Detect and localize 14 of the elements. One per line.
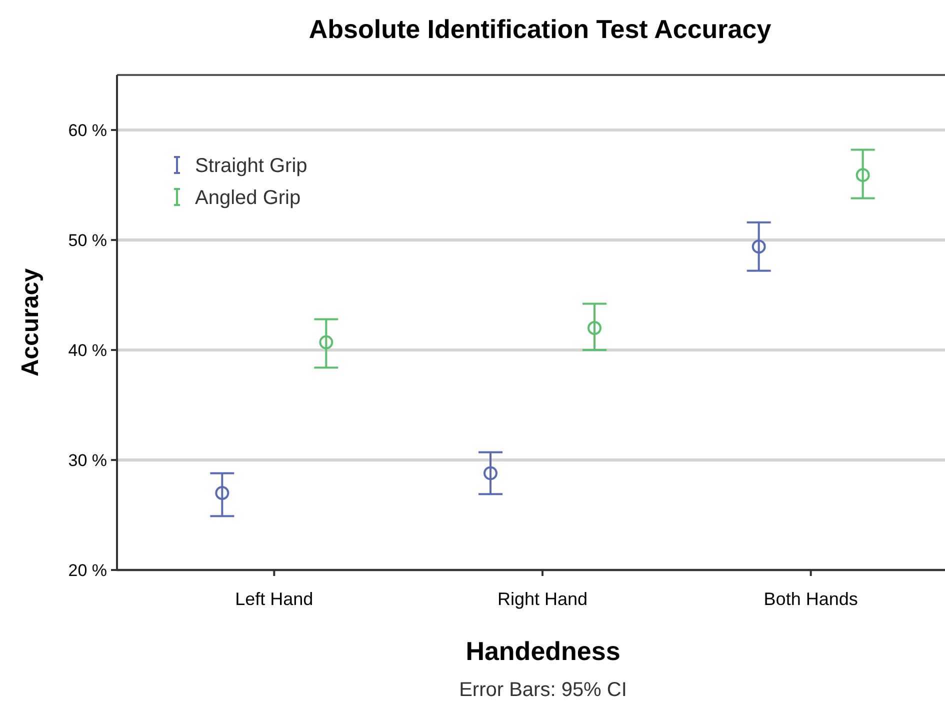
x-tick-label: Right Hand	[497, 589, 588, 609]
x-tick-label: Left Hand	[235, 589, 314, 609]
y-tick-label: 50 %	[68, 230, 107, 250]
y-axis-title: Accuracy	[17, 268, 44, 377]
y-tick-label: 20 %	[68, 560, 107, 580]
legend-label: Angled Grip	[195, 187, 301, 209]
chart-title: Absolute Identification Test Accuracy	[308, 14, 772, 44]
text: Error Bars: 95% CI	[459, 679, 627, 701]
x-tick-label: Both Hands	[764, 589, 858, 609]
x-axis-title: Handedness	[466, 636, 620, 666]
y-tick-label: 40 %	[68, 340, 107, 360]
y-tick-label: 60 %	[68, 120, 107, 140]
y-tick-label: 30 %	[68, 450, 107, 470]
legend-label: Straight Grip	[195, 155, 308, 177]
